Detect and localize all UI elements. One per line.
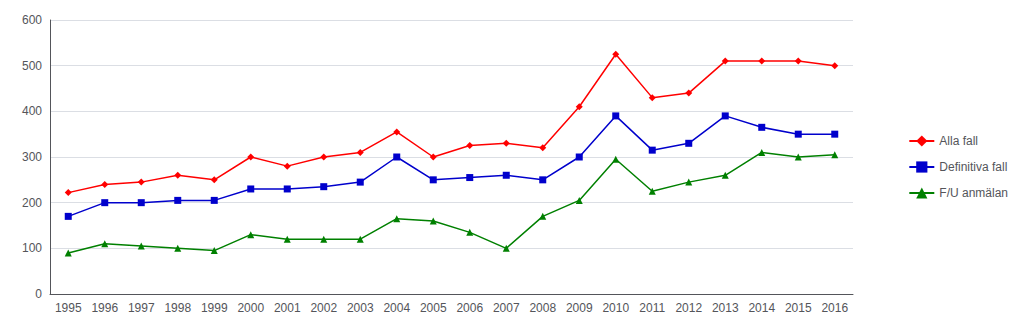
svg-text:1999: 1999 [201, 301, 228, 315]
svg-text:100: 100 [22, 241, 42, 255]
svg-text:2000: 2000 [237, 301, 264, 315]
svg-text:600: 600 [22, 13, 42, 27]
svg-text:2007: 2007 [493, 301, 520, 315]
svg-text:400: 400 [22, 104, 42, 118]
svg-text:2003: 2003 [347, 301, 374, 315]
svg-text:2006: 2006 [456, 301, 483, 315]
svg-text:Definitiva fall: Definitiva fall [939, 160, 1007, 174]
svg-text:2008: 2008 [529, 301, 556, 315]
svg-text:2004: 2004 [383, 301, 410, 315]
svg-text:2005: 2005 [420, 301, 447, 315]
svg-text:1997: 1997 [128, 301, 155, 315]
svg-text:2013: 2013 [712, 301, 739, 315]
svg-text:2016: 2016 [821, 301, 848, 315]
svg-text:2010: 2010 [602, 301, 629, 315]
svg-text:2011: 2011 [639, 301, 665, 315]
svg-text:2012: 2012 [675, 301, 702, 315]
svg-text:2002: 2002 [310, 301, 337, 315]
svg-text:300: 300 [22, 150, 42, 164]
svg-text:2001: 2001 [274, 301, 301, 315]
svg-text:1998: 1998 [164, 301, 191, 315]
svg-text:0: 0 [35, 287, 42, 301]
svg-text:2014: 2014 [748, 301, 775, 315]
svg-text:1996: 1996 [91, 301, 118, 315]
svg-text:2009: 2009 [566, 301, 593, 315]
svg-text:500: 500 [22, 59, 42, 73]
svg-text:F/U anmälan: F/U anmälan [939, 186, 1008, 200]
svg-text:2015: 2015 [785, 301, 812, 315]
svg-text:1995: 1995 [55, 301, 82, 315]
svg-text:200: 200 [22, 196, 42, 210]
svg-text:Alla fall: Alla fall [939, 134, 978, 148]
